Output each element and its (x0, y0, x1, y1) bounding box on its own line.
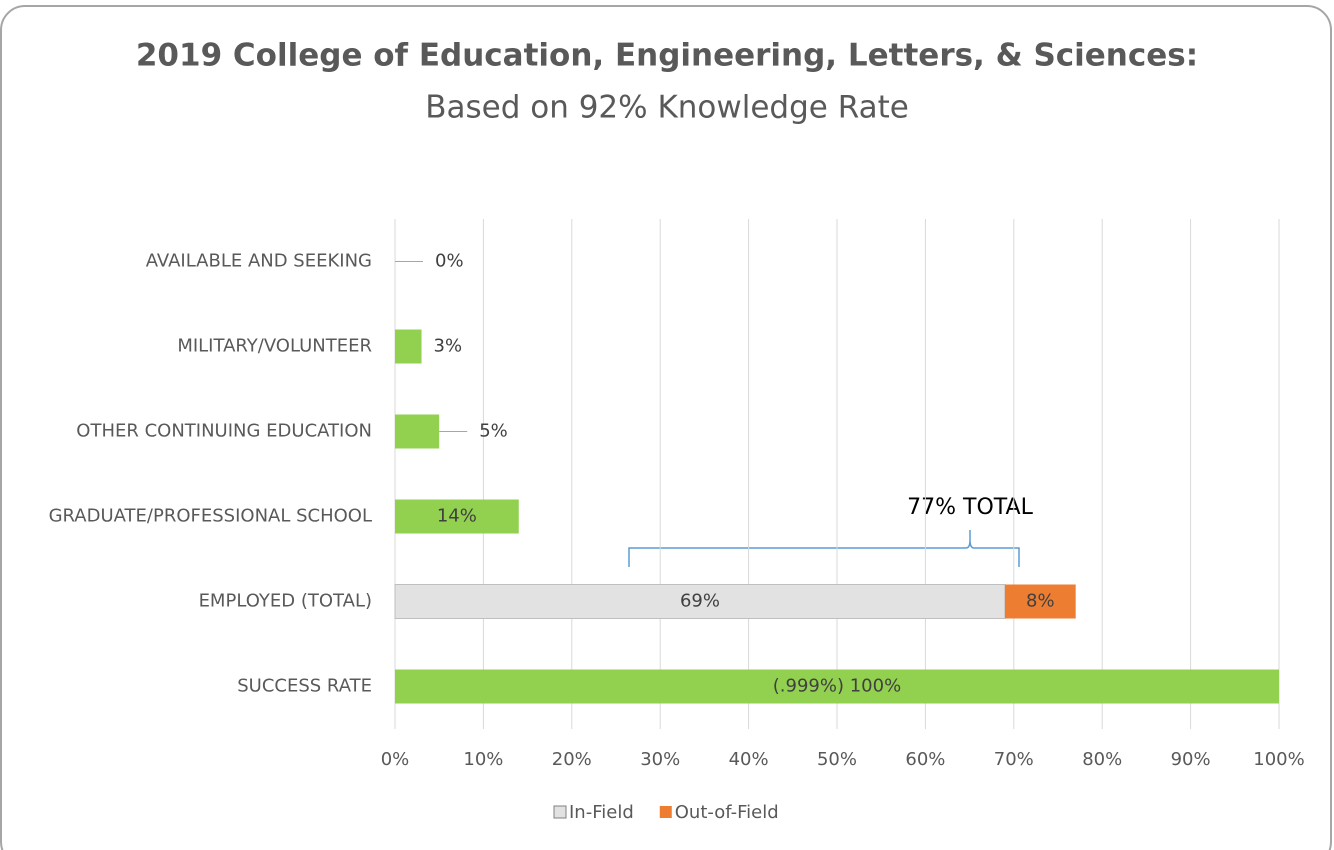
y-tick-label: SUCCESS RATE (237, 676, 372, 697)
y-tick-label: EMPLOYED (TOTAL) (199, 591, 372, 612)
data-label: 14% (437, 506, 477, 527)
bar (394, 584, 1006, 619)
y-tick-label: AVAILABLE AND SEEKING (146, 251, 372, 272)
chart-title: 2019 College of Education, Engineering, … (136, 38, 1198, 74)
x-tick-label: 10% (463, 749, 503, 770)
annotation: 77% TOTAL (907, 495, 1033, 520)
bar (395, 329, 422, 364)
data-label: 5% (479, 421, 508, 442)
data-label: (.999%) 100% (773, 676, 901, 697)
chart-subtitle: Based on 92% Knowledge Rate (425, 90, 909, 126)
data-label: 0% (435, 251, 464, 272)
legend-swatch (553, 805, 567, 819)
x-tick-label: 30% (640, 749, 680, 770)
bar (1004, 584, 1076, 619)
y-tick-label: MILITARY/VOLUNTEER (177, 336, 372, 357)
data-label: 3% (434, 336, 463, 357)
x-tick-label: 60% (905, 749, 945, 770)
x-tick-label: 90% (1171, 749, 1211, 770)
x-tick-label: 80% (1082, 749, 1122, 770)
y-tick-label: OTHER CONTINUING EDUCATION (76, 421, 372, 442)
x-tick-label: 70% (994, 749, 1034, 770)
bracket (628, 530, 1020, 567)
y-tick-label: GRADUATE/PROFESSIONAL SCHOOL (49, 506, 372, 527)
x-tick-label: 50% (817, 749, 857, 770)
bar (395, 669, 1279, 704)
x-tick-label: 0% (381, 749, 410, 770)
legend-label: In-Field (569, 802, 634, 823)
x-tick-label: 40% (729, 749, 769, 770)
chart-border (0, 5, 1332, 850)
x-tick-label: 100% (1253, 749, 1304, 770)
x-tick-label: 20% (552, 749, 592, 770)
bar (395, 499, 519, 534)
data-label: 8% (1026, 591, 1055, 612)
legend-swatch (659, 806, 672, 818)
bar (395, 414, 440, 449)
data-label: 69% (680, 591, 720, 612)
legend-label: Out-of-Field (675, 802, 779, 823)
